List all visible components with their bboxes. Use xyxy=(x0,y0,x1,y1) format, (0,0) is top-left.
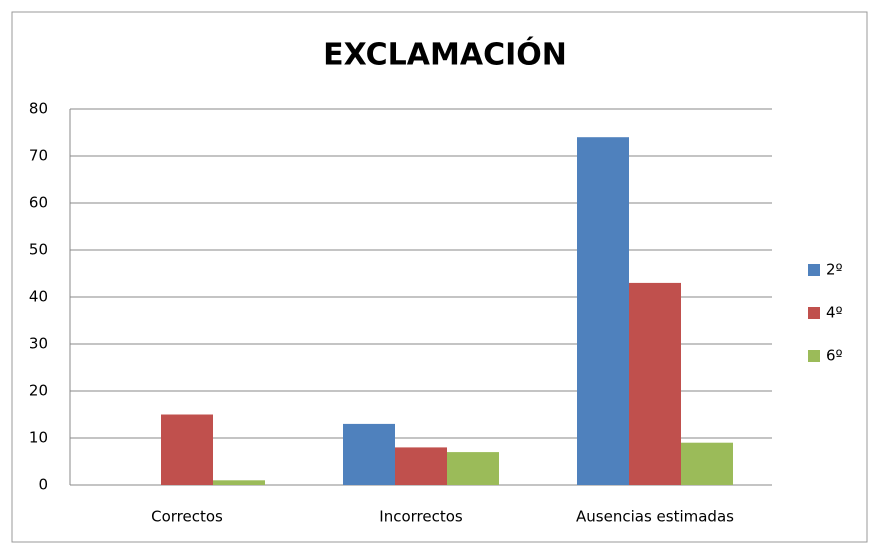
y-tick-label: 10 xyxy=(29,429,48,447)
bar xyxy=(343,423,395,485)
y-tick-label: 80 xyxy=(29,100,48,118)
y-tick-label: 50 xyxy=(29,241,48,259)
bar xyxy=(629,282,681,485)
legend-label: 6º xyxy=(826,347,843,365)
bar xyxy=(577,137,629,485)
bar xyxy=(395,447,447,485)
chart-title: EXCLAMACIÓN xyxy=(323,36,567,73)
bar xyxy=(161,414,213,485)
legend-label: 4º xyxy=(826,304,843,322)
bar xyxy=(681,442,733,485)
legend-swatch xyxy=(808,307,820,319)
x-tick-label: Ausencias estimadas xyxy=(576,508,734,526)
legend-label: 2º xyxy=(826,261,843,279)
legend-swatch xyxy=(808,264,820,276)
bar xyxy=(447,452,499,485)
x-tick-label: Correctos xyxy=(151,508,223,526)
bar xyxy=(213,480,265,485)
legend-swatch xyxy=(808,350,820,362)
y-tick-label: 70 xyxy=(29,147,48,165)
y-tick-label: 20 xyxy=(29,382,48,400)
y-tick-label: 0 xyxy=(38,476,48,494)
y-tick-label: 30 xyxy=(29,335,48,353)
x-tick-label: Incorrectos xyxy=(379,508,463,526)
y-tick-label: 40 xyxy=(29,288,48,306)
y-tick-label: 60 xyxy=(29,194,48,212)
